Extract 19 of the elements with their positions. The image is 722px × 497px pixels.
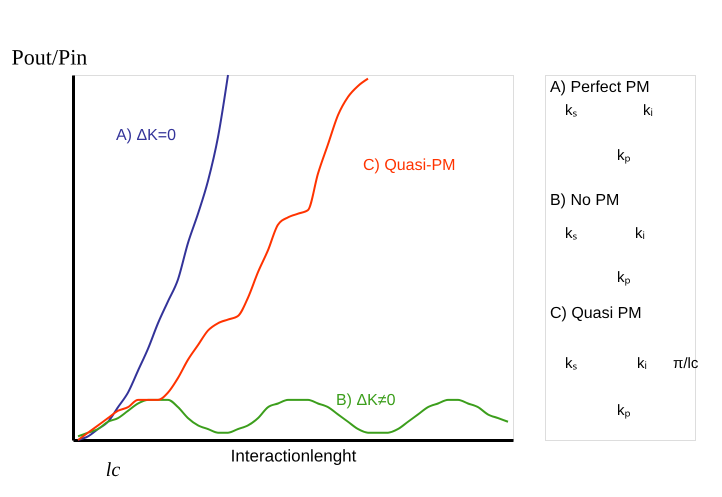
text: kₛ [565,225,578,242]
text: lc [106,459,120,481]
text: π/lc [673,355,699,372]
series-label: B) ΔK≠0 [336,392,396,409]
y-axis-title: Pout/Pin [12,44,88,70]
text: kₚ [617,402,630,419]
text: kₛ [565,355,578,372]
text: A) ΔK=0 [116,127,176,144]
text: C) Quasi PM [550,305,642,322]
text: B) No PM [550,192,620,209]
text: kₚ [617,147,630,164]
text: kᵢ [635,225,645,242]
text: kᵢ [637,355,647,372]
x-axis-title: Interactionlenght [230,446,357,466]
text: C) Quasi-PM [363,157,456,174]
text: A) Perfect PM [550,79,650,96]
text: kₚ [617,269,630,286]
text: kᵢ [643,102,653,119]
text: kₛ [565,102,578,119]
